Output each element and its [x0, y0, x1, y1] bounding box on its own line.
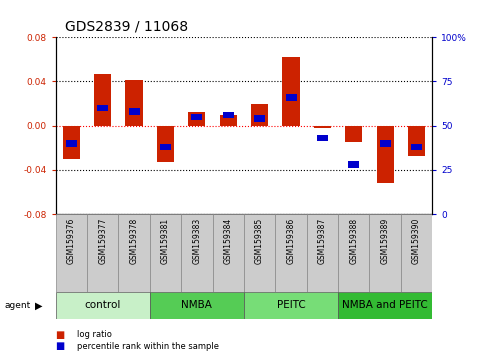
- Bar: [220, 115, 237, 126]
- Text: ■: ■: [56, 330, 65, 339]
- Bar: [345, 126, 362, 142]
- Bar: [285, 94, 297, 101]
- Text: percentile rank within the sample: percentile rank within the sample: [77, 342, 219, 351]
- Bar: [275, 214, 307, 292]
- Text: GSM159376: GSM159376: [67, 218, 76, 264]
- Bar: [244, 292, 338, 319]
- Bar: [181, 214, 213, 292]
- Bar: [244, 214, 275, 292]
- Bar: [191, 114, 202, 120]
- Text: agent: agent: [5, 301, 31, 310]
- Bar: [254, 115, 265, 122]
- Text: GSM159383: GSM159383: [192, 218, 201, 264]
- Bar: [314, 126, 331, 128]
- Bar: [380, 140, 391, 147]
- Bar: [150, 214, 181, 292]
- Bar: [223, 112, 234, 118]
- Text: ▶: ▶: [35, 300, 43, 310]
- Bar: [408, 126, 425, 155]
- Bar: [338, 292, 432, 319]
- Text: GSM159384: GSM159384: [224, 218, 233, 264]
- Text: GSM159390: GSM159390: [412, 218, 421, 264]
- Bar: [338, 214, 369, 292]
- Bar: [94, 74, 111, 126]
- Text: GSM159381: GSM159381: [161, 218, 170, 264]
- Bar: [56, 214, 87, 292]
- Text: NMBA: NMBA: [182, 300, 212, 310]
- Text: GSM159387: GSM159387: [318, 218, 327, 264]
- Text: GSM159389: GSM159389: [381, 218, 390, 264]
- Bar: [377, 126, 394, 183]
- Bar: [401, 214, 432, 292]
- Bar: [213, 214, 244, 292]
- Bar: [97, 105, 108, 111]
- Text: GSM159378: GSM159378: [129, 218, 139, 264]
- Bar: [87, 214, 118, 292]
- Bar: [307, 214, 338, 292]
- Bar: [188, 113, 205, 126]
- Bar: [150, 292, 244, 319]
- Bar: [369, 214, 401, 292]
- Text: GSM159385: GSM159385: [255, 218, 264, 264]
- Bar: [66, 140, 77, 147]
- Text: PEITC: PEITC: [277, 300, 305, 310]
- Bar: [283, 57, 299, 126]
- Text: control: control: [85, 300, 121, 310]
- Bar: [126, 80, 142, 126]
- Bar: [317, 135, 328, 141]
- Bar: [157, 126, 174, 162]
- Bar: [128, 108, 140, 115]
- Bar: [160, 144, 171, 150]
- Text: NMBA and PEITC: NMBA and PEITC: [342, 300, 428, 310]
- Text: ■: ■: [56, 341, 65, 351]
- Text: GDS2839 / 11068: GDS2839 / 11068: [65, 19, 188, 34]
- Text: GSM159377: GSM159377: [98, 218, 107, 264]
- Bar: [118, 214, 150, 292]
- Bar: [251, 104, 268, 126]
- Bar: [56, 292, 150, 319]
- Bar: [348, 161, 359, 168]
- Text: GSM159388: GSM159388: [349, 218, 358, 264]
- Text: GSM159386: GSM159386: [286, 218, 296, 264]
- Bar: [411, 144, 422, 150]
- Text: log ratio: log ratio: [77, 330, 112, 339]
- Bar: [63, 126, 80, 159]
